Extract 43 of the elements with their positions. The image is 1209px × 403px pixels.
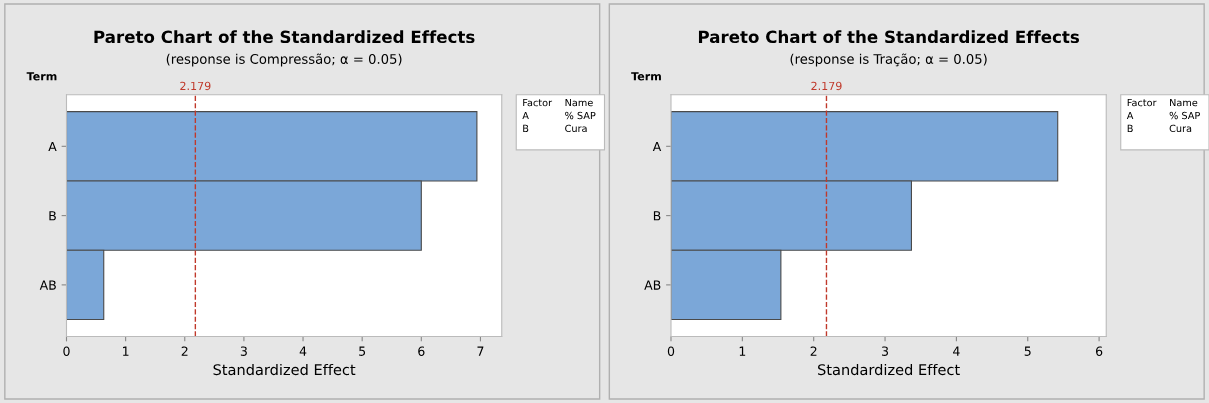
x-axis-title: Standardized Effect xyxy=(213,363,356,376)
text: Factor xyxy=(1127,99,1157,107)
text: Cura xyxy=(1169,124,1192,133)
text: % SAP xyxy=(565,111,596,120)
text: Cura xyxy=(565,124,587,133)
y-tick-label: A xyxy=(48,141,57,152)
x-tick-label: 2 xyxy=(810,346,817,356)
text: % SAP xyxy=(1169,111,1200,120)
x-tick-label: 0 xyxy=(667,346,675,356)
ref-line-label: 2.179 xyxy=(180,81,211,91)
x-tick-label: 4 xyxy=(953,346,960,356)
x-tick-label: 3 xyxy=(882,346,889,356)
y-axis-title: Term xyxy=(631,72,661,81)
x-axis-title: Standardized Effect xyxy=(818,363,960,376)
y-tick-label: AB xyxy=(644,280,661,290)
chart-title: Pareto Chart of the Standardized Effects xyxy=(698,30,1080,44)
x-tick-label: 1 xyxy=(739,346,746,356)
x-tick-label: 5 xyxy=(359,346,366,356)
ref-line-label: 2.179 xyxy=(811,81,842,91)
x-tick-label: 4 xyxy=(299,346,307,356)
chart-title: Pareto Chart of the Standardized Effects xyxy=(94,30,475,44)
y-tick-label: AB xyxy=(39,280,56,290)
x-tick-label: 6 xyxy=(1096,346,1103,356)
text: Name xyxy=(565,99,593,107)
x-tick-label: 3 xyxy=(240,346,247,356)
x-tick-label: 5 xyxy=(1024,346,1031,356)
y-tick-label: A xyxy=(652,141,662,152)
chart-subtitle: (response is Compressão; α = 0.05) xyxy=(166,53,402,67)
x-tick-label: 7 xyxy=(477,346,484,356)
text: B xyxy=(1127,124,1133,132)
x-tick-label: 1 xyxy=(123,346,129,356)
y-tick-label: B xyxy=(653,211,661,221)
y-tick-label: B xyxy=(49,211,56,221)
x-tick-label: 0 xyxy=(63,346,70,356)
x-tick-label: 2 xyxy=(181,346,188,356)
text: A xyxy=(1126,111,1134,120)
y-axis-title: Term xyxy=(26,72,57,81)
text: Factor xyxy=(523,99,553,107)
text: Name xyxy=(1170,99,1198,107)
x-tick-label: 6 xyxy=(418,346,425,356)
text: B xyxy=(523,124,529,132)
text: A xyxy=(522,111,529,120)
chart-subtitle: (response is Tração; α = 0.05) xyxy=(790,53,987,67)
